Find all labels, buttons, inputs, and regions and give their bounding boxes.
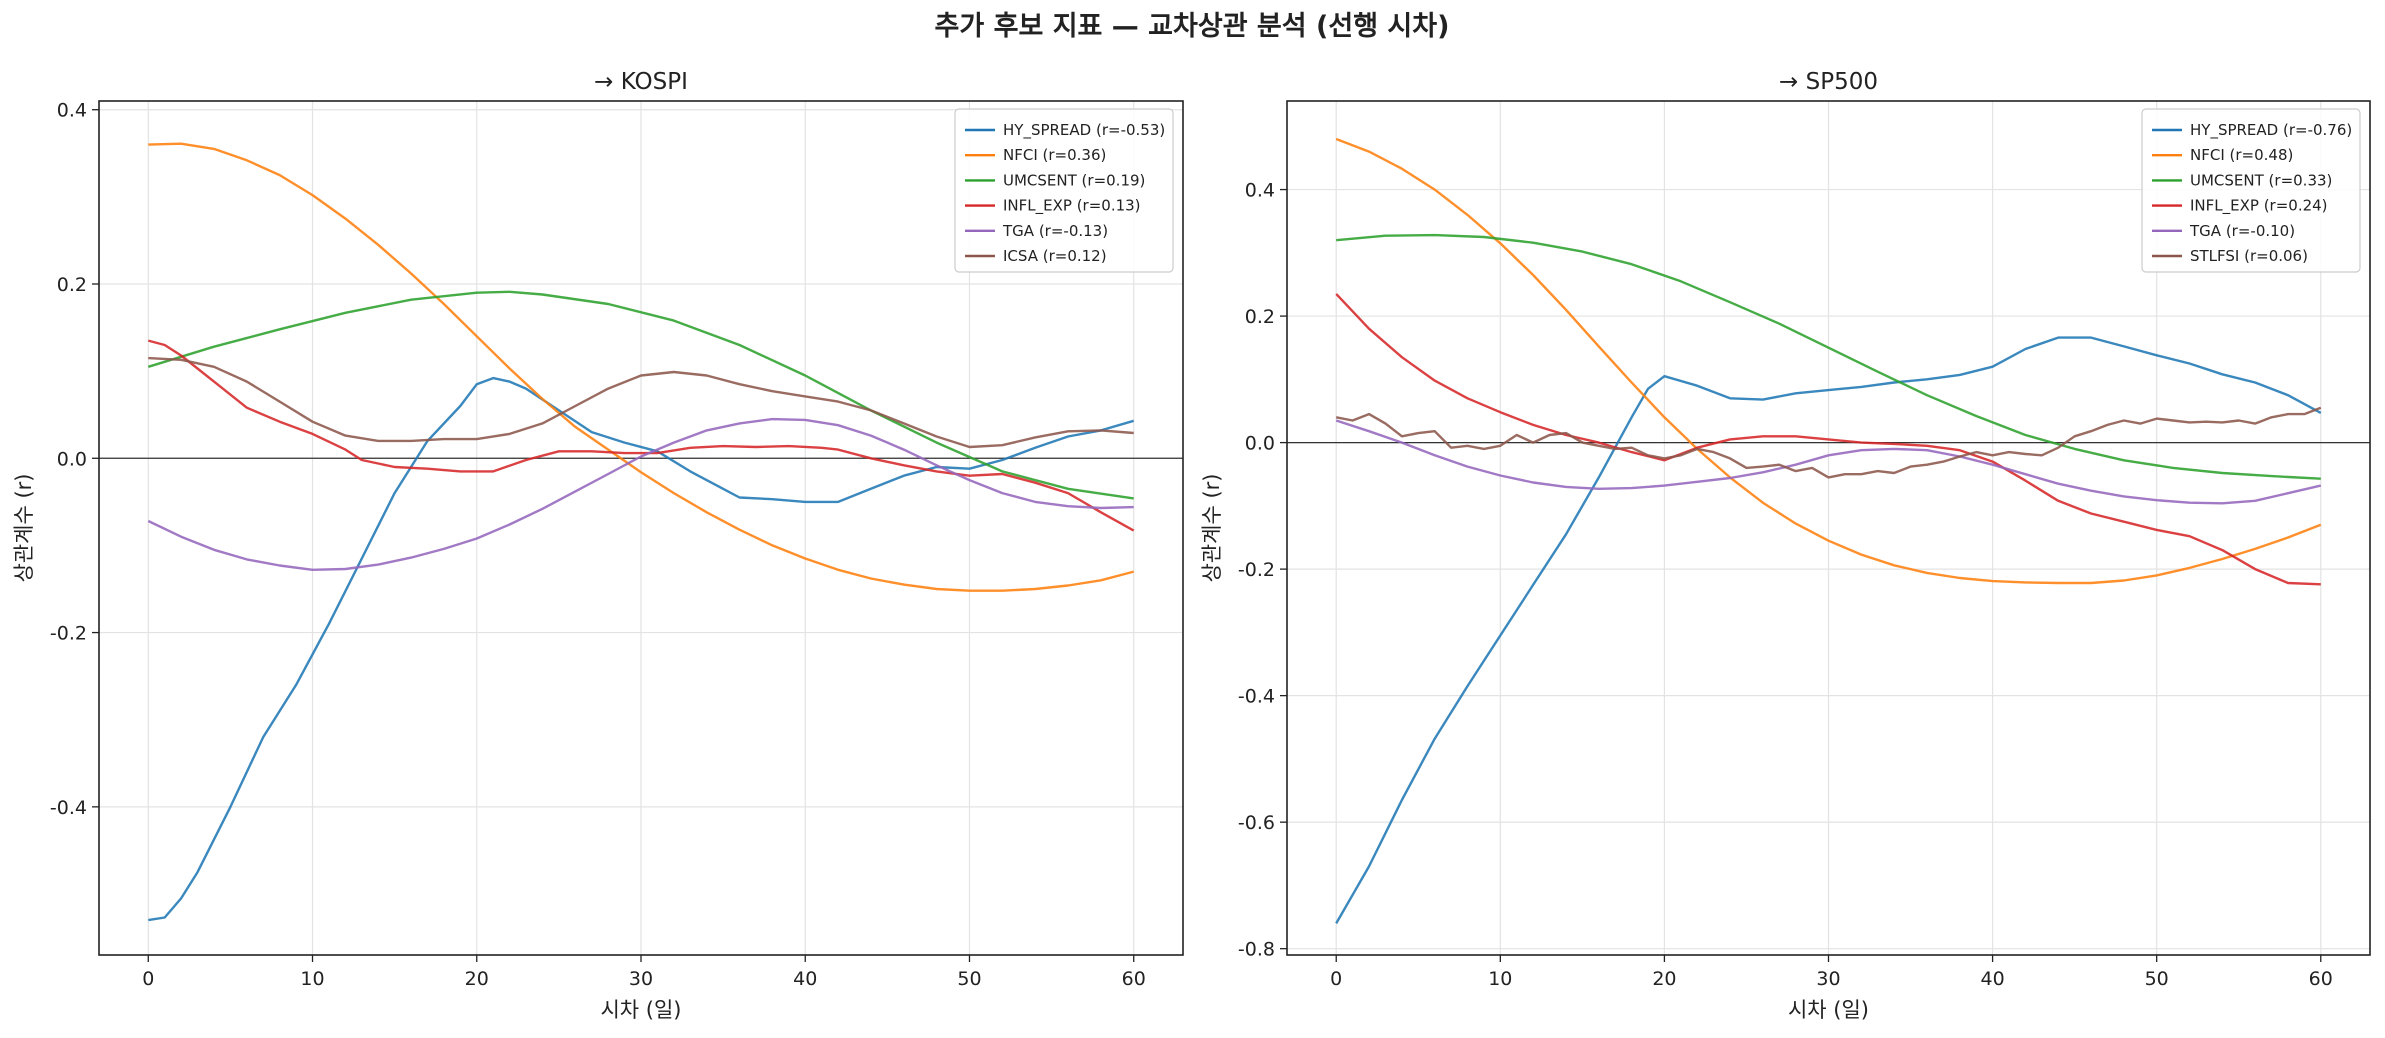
y-tick-label: -0.2 bbox=[1238, 559, 1275, 581]
series-line-nfci bbox=[1335, 137, 2322, 585]
y-tick-label: 0.2 bbox=[57, 274, 87, 296]
chart-title: → SP500 bbox=[1779, 69, 1878, 95]
x-tick-label: 30 bbox=[629, 968, 653, 990]
y-tick-label: -0.6 bbox=[1238, 812, 1275, 834]
series-line-nfci bbox=[148, 142, 1135, 592]
x-tick-label: 10 bbox=[300, 968, 324, 990]
x-tick-label: 0 bbox=[142, 968, 154, 990]
series-line-icsa bbox=[148, 356, 1134, 449]
x-axis-label: 시차 (일) bbox=[600, 998, 681, 1022]
y-tick-label: 0.2 bbox=[1245, 306, 1275, 328]
chart-title: → KOSPI bbox=[594, 69, 688, 95]
x-tick-label: 40 bbox=[793, 968, 817, 990]
x-tick-label: 60 bbox=[1122, 968, 1146, 990]
legend-entry: HY_SPREAD (r=-0.53) bbox=[1003, 121, 1165, 140]
legend: HY_SPREAD (r=-0.76) NFCI (r=0.48) UMCSENT … bbox=[2141, 108, 2361, 273]
legend-entry: NFCI (r=0.36) bbox=[1003, 146, 1106, 164]
series-line-tga bbox=[147, 417, 1134, 571]
y-tick-label: 0.4 bbox=[1245, 180, 1275, 202]
x-tick-label: 60 bbox=[2309, 968, 2333, 990]
y-tick-label: -0.4 bbox=[50, 797, 87, 819]
series-line-hy_spread bbox=[1335, 336, 2322, 924]
figure-title: 추가 후보 지표 — 교차상관 분석 (선행 시차) bbox=[935, 11, 1450, 42]
x-tick-label: 20 bbox=[465, 968, 489, 990]
y-tick-label: 0.4 bbox=[57, 100, 87, 122]
y-tick-label: -0.4 bbox=[1238, 686, 1275, 708]
series-line-hy_spread bbox=[148, 376, 1135, 922]
legend-entry: INFL_EXP (r=0.24) bbox=[2190, 197, 2328, 216]
x-tick-label: 30 bbox=[1816, 968, 1840, 990]
y-axis-label: 상관계수 (r) bbox=[1200, 474, 1224, 583]
x-tick-label: 40 bbox=[1980, 968, 2004, 990]
legend-box bbox=[954, 108, 1174, 273]
legend-entry: TGA (r=-0.13) bbox=[1002, 222, 1108, 240]
legend-entry: ICSA (r=0.12) bbox=[1003, 247, 1107, 265]
legend-entry: INFL_EXP (r=0.13) bbox=[1003, 197, 1141, 216]
series-line-stlfsi bbox=[1335, 406, 2322, 479]
legend-entry: UMCSENT (r=0.33) bbox=[2190, 171, 2332, 189]
series-line-umcsent bbox=[147, 290, 1134, 500]
chart-sp500: 0 10 20 30 40 50 60 -0.8 -0.6 -0.4 -0.2 0.0 0.2 0.4 → … bbox=[1200, 69, 2371, 1022]
legend-box bbox=[2141, 108, 2361, 273]
legend-entry: NFCI (r=0.48) bbox=[2190, 146, 2293, 164]
legend-entry: HY_SPREAD (r=-0.76) bbox=[2190, 121, 2352, 140]
x-tick-label: 50 bbox=[2145, 968, 2169, 990]
x-tick-label: 20 bbox=[1652, 968, 1676, 990]
y-tick-label: -0.8 bbox=[1238, 939, 1275, 961]
x-axis-label: 시차 (일) bbox=[1788, 998, 1869, 1022]
y-tick-label: 0.0 bbox=[57, 448, 87, 470]
x-tick-label: 10 bbox=[1488, 968, 1512, 990]
legend-entry: UMCSENT (r=0.19) bbox=[1003, 171, 1145, 189]
series-line-infl_exp bbox=[1335, 293, 2321, 586]
y-tick-label: -0.2 bbox=[50, 623, 87, 645]
legend-entry: STLFSI (r=0.06) bbox=[2190, 247, 2308, 265]
legend: HY_SPREAD (r=-0.53) NFCI (r=0.36) UMCSENT … bbox=[954, 108, 1174, 273]
chart-kospi: 0 10 20 30 40 50 60 -0.4 -0.2 0.0 0.2 0.4 → KOSPI 시차 … bbox=[12, 69, 1184, 1022]
y-axis-label: 상관계수 (r) bbox=[12, 474, 36, 583]
series-line-tga bbox=[1335, 419, 2322, 505]
y-tick-label: 0.0 bbox=[1245, 433, 1275, 455]
series-line-umcsent bbox=[1336, 233, 2321, 480]
legend-entry: TGA (r=-0.10) bbox=[2189, 222, 2295, 240]
x-tick-label: 0 bbox=[1330, 968, 1342, 990]
x-tick-label: 50 bbox=[957, 968, 981, 990]
